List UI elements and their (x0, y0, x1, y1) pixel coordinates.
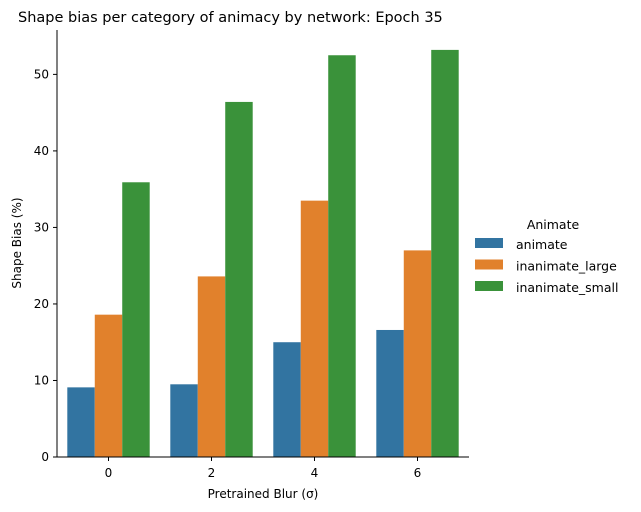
bar-inanimate_large-0 (94, 314, 123, 457)
x-axis-label: Pretrained Blur (σ) (208, 487, 319, 501)
y-tick-label: 40 (34, 144, 49, 158)
bar-animate-6 (376, 329, 404, 457)
y-axis-label: Shape Bias (%) (10, 197, 24, 288)
bar-inanimate_large-2 (197, 276, 226, 457)
bar-animate-2 (170, 384, 198, 457)
legend-label-animate: animate (516, 237, 568, 252)
legend-swatch-inanimate_small (475, 281, 503, 291)
bar-animate-0 (67, 387, 95, 457)
y-tick-label: 30 (34, 220, 49, 234)
legend-swatch-animate (475, 238, 503, 248)
bar-inanimate_large-4 (300, 200, 329, 457)
y-tick-label: 50 (34, 67, 49, 81)
legend: Animate animate inanimate_large inanimate_… (475, 217, 618, 295)
bar-inanimate_small-4 (328, 55, 356, 457)
bar-inanimate_small-0 (122, 182, 150, 457)
legend-swatch-inanimate_large (475, 259, 503, 270)
y-tick-label: 10 (34, 373, 49, 387)
y-tick-label: 20 (34, 297, 49, 311)
x-ticks-group: 0 2 4 6 (105, 457, 422, 480)
bar-inanimate_large-6 (403, 250, 432, 457)
x-tick-label: 2 (208, 466, 216, 480)
bar-inanimate_small-2 (225, 101, 253, 458)
y-ticks-group: 0 10 20 30 40 50 (34, 67, 57, 464)
bar-inanimate_small-6 (431, 49, 459, 458)
chart-title: Shape bias per category of animacy by ne… (18, 10, 443, 26)
x-tick-label: 6 (414, 466, 422, 480)
x-tick-label: 0 (105, 466, 113, 480)
legend-label-inanimate_large: inanimate_large (516, 259, 617, 274)
legend-title: Animate (527, 217, 580, 232)
axes-group (56, 30, 469, 458)
legend-label-inanimate_small: inanimate_small (516, 280, 618, 295)
bars-group (67, 49, 459, 458)
y-tick-label: 0 (41, 450, 49, 464)
x-tick-label: 4 (311, 466, 319, 480)
bar-animate-4 (273, 342, 301, 457)
